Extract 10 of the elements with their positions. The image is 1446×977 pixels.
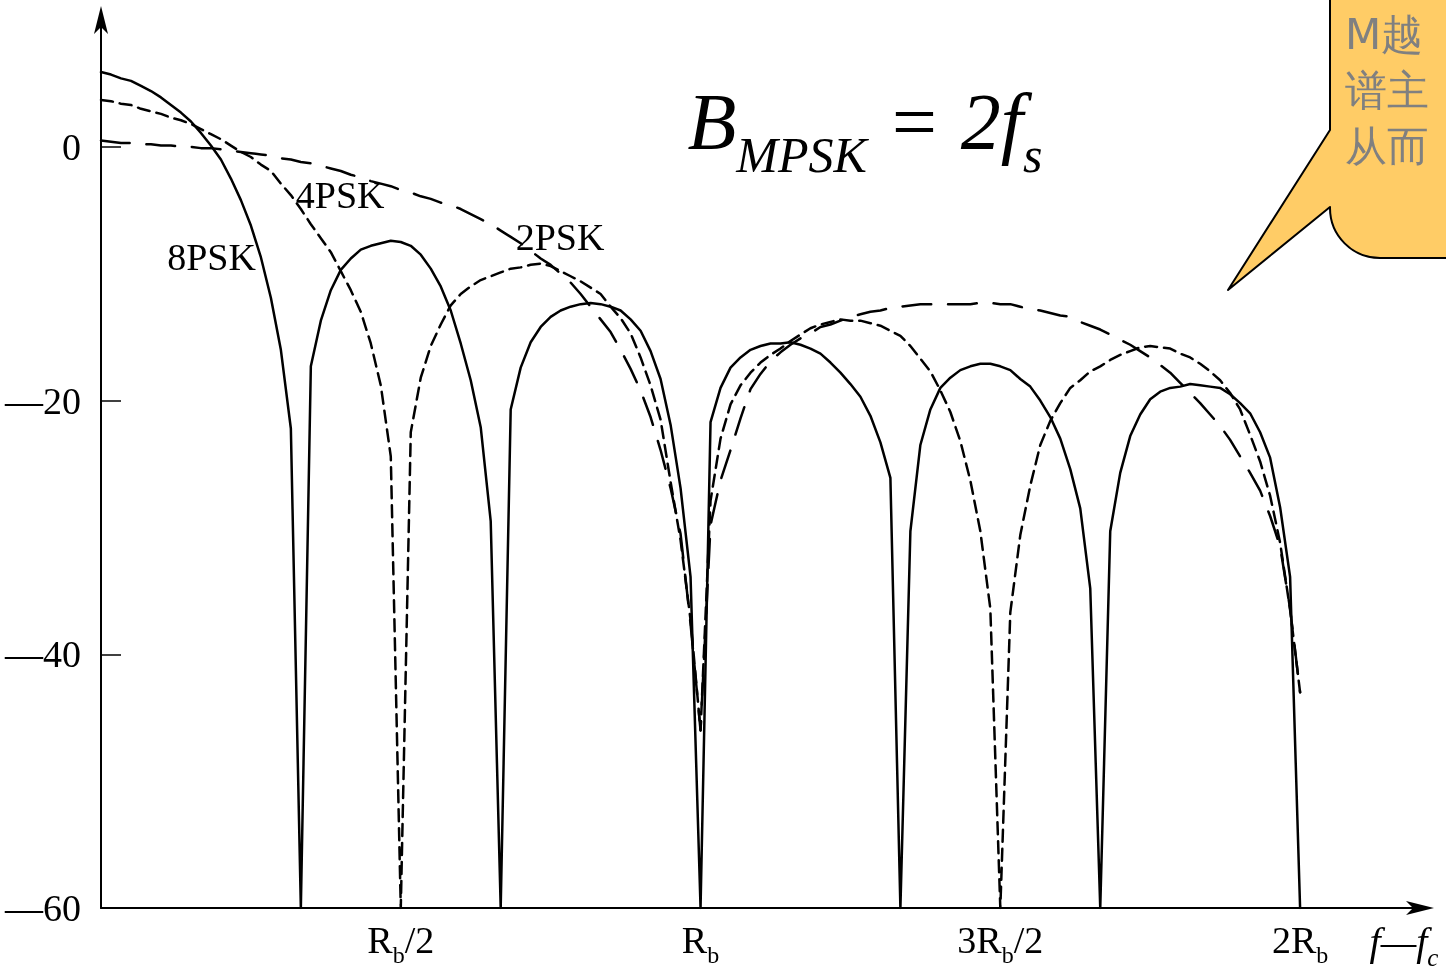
annotation: M越 — [1345, 9, 1424, 59]
y-tick-label: —20 — [4, 379, 81, 422]
series-label: 4PSK — [295, 174, 386, 217]
series-label: 2PSK — [515, 215, 605, 258]
y-tick-label: —40 — [4, 633, 81, 676]
series-label: 8PSK — [167, 236, 257, 279]
annotation: 谱主 — [1345, 65, 1429, 115]
annotation: 从而 — [1345, 121, 1429, 171]
y-tick-label: 0 — [62, 125, 81, 168]
y-tick-label: —60 — [4, 887, 81, 929]
